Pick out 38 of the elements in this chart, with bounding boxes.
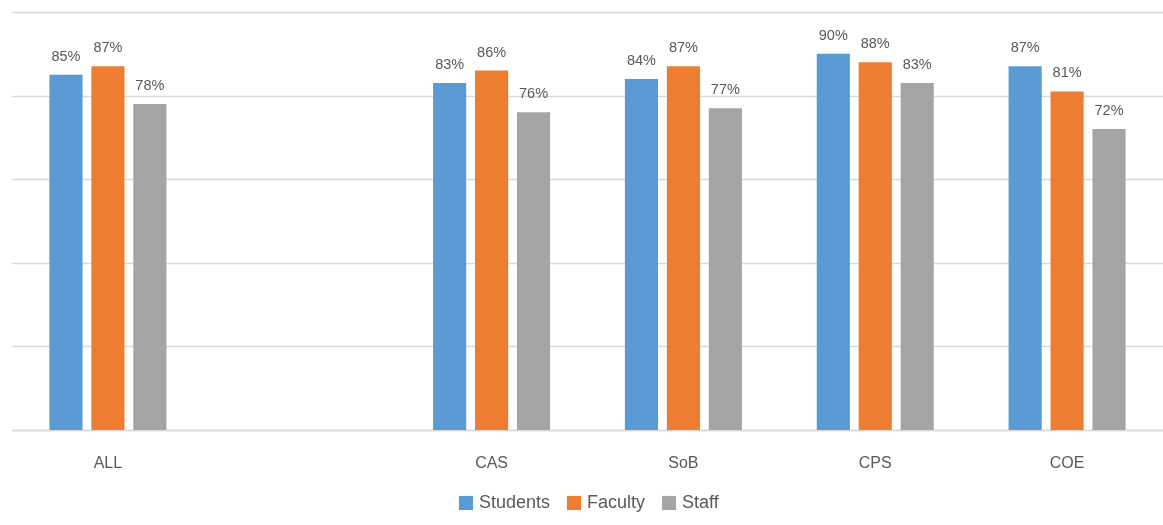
bar: [133, 103, 167, 430]
bar: [91, 66, 125, 430]
data-label: 83%: [435, 56, 465, 73]
data-label: 78%: [135, 76, 165, 93]
x-tick-label: COE: [1049, 453, 1085, 471]
bar: [708, 108, 742, 430]
bar: [49, 74, 83, 430]
x-tick-label: CPS: [858, 453, 892, 471]
data-label: 86%: [477, 43, 507, 60]
data-label: 87%: [1010, 39, 1040, 56]
data-label: 72%: [1094, 102, 1124, 119]
bar: [475, 70, 509, 430]
bar: [666, 66, 700, 430]
data-label: 85%: [51, 47, 81, 64]
x-tick-label: CAS: [475, 453, 509, 471]
legend-label: Students: [479, 492, 551, 512]
bar: [900, 83, 934, 430]
data-label: 77%: [710, 81, 740, 98]
data-label: 88%: [860, 35, 890, 52]
data-label: 76%: [519, 85, 549, 102]
bar: [1008, 66, 1042, 430]
legend-label: Faculty: [587, 492, 646, 512]
bar: [816, 53, 850, 430]
x-tick-label: ALL: [93, 453, 123, 471]
legend-label: Staff: [682, 492, 720, 512]
bar: [433, 83, 467, 430]
data-label: 90%: [818, 26, 848, 43]
bar: [1050, 91, 1084, 430]
bar: [624, 78, 659, 430]
data-label: 84%: [626, 51, 657, 68]
x-tick-label: SoB: [668, 453, 699, 471]
data-label: 83%: [902, 56, 932, 73]
data-label: 87%: [668, 39, 699, 56]
data-label: 87%: [93, 39, 123, 56]
bar: [1092, 129, 1126, 430]
bar: [858, 62, 892, 430]
bar: [516, 112, 551, 430]
data-label: 81%: [1052, 64, 1082, 81]
